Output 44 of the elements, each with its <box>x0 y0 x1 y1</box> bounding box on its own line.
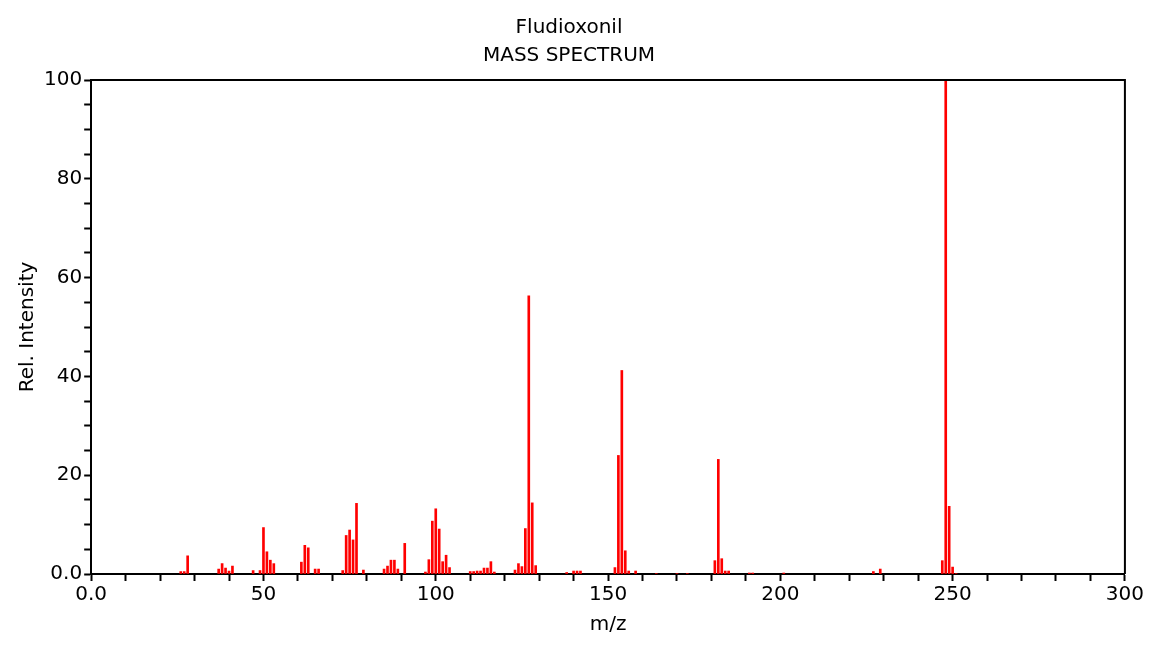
bar <box>179 571 183 574</box>
chart-subtitle: MASS SPECTRUM <box>482 42 656 67</box>
bar <box>303 545 307 574</box>
bar <box>468 571 472 574</box>
bar <box>262 527 265 574</box>
bar <box>620 370 624 574</box>
y-tick-label: 60 <box>56 263 83 288</box>
bar <box>355 503 358 574</box>
bar <box>479 570 482 574</box>
bar <box>517 563 520 574</box>
bar <box>527 295 531 574</box>
bar <box>393 559 396 574</box>
y-tick-label: 80 <box>56 165 83 189</box>
y-tick-label: 100 <box>43 66 83 91</box>
x-tick-label: 150 <box>588 581 628 606</box>
x-tick-label: 250 <box>933 581 972 606</box>
bar <box>403 543 407 574</box>
x-tick-label: 100 <box>416 581 455 606</box>
bar <box>716 459 720 574</box>
bar <box>872 571 875 574</box>
bar <box>317 568 320 574</box>
x-tick-label: 200 <box>761 581 800 606</box>
bar <box>434 508 438 574</box>
bar <box>224 567 227 574</box>
bar <box>572 570 575 574</box>
bar <box>362 569 365 574</box>
bar <box>306 547 310 574</box>
bar <box>579 570 582 574</box>
bar <box>348 529 351 574</box>
x-tick-label: 300 <box>1105 581 1145 606</box>
bar <box>472 571 475 574</box>
bar <box>231 565 234 574</box>
bar <box>878 568 882 574</box>
bar <box>727 570 730 574</box>
x-axis-title: m/z <box>589 611 627 636</box>
chart-title: Fludioxonil <box>515 14 623 39</box>
y-tick-label: 20 <box>56 461 83 486</box>
bar <box>272 563 276 574</box>
x-tick-label: 50 <box>250 581 277 606</box>
bar <box>186 555 189 574</box>
y-axis-title: Rel. Intensity <box>14 261 39 393</box>
bar <box>944 80 948 574</box>
bar <box>634 570 637 574</box>
y-tick-label: 40 <box>56 362 83 387</box>
